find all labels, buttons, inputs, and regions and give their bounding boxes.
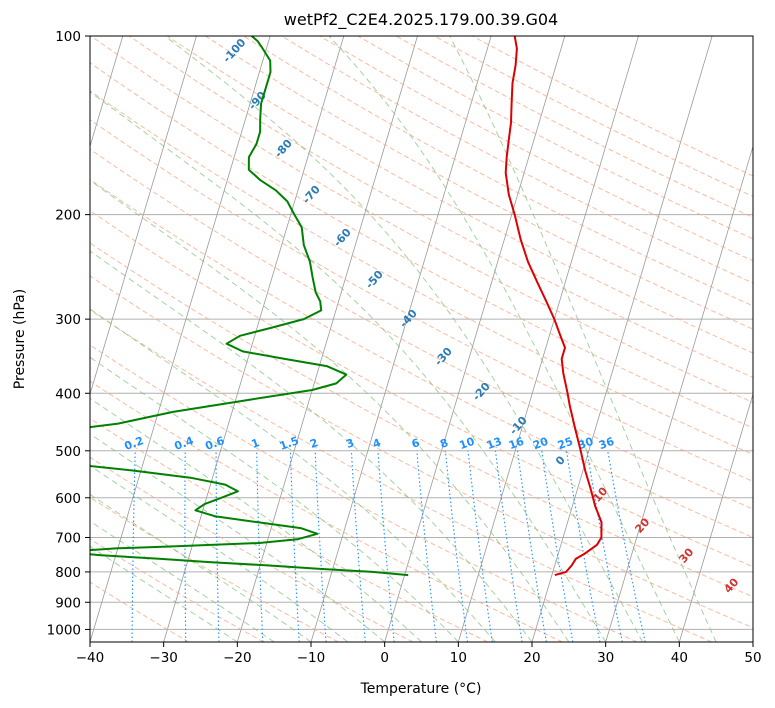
chart-title: wetPf2_C2E4.2025.179.00.39.G04 bbox=[284, 10, 558, 30]
mixing-ratio-label: 0.2 bbox=[123, 434, 146, 453]
mixing-ratio-line bbox=[314, 450, 327, 642]
x-axis: −40 −30 −20 −10 0 10 20 30 40 50 bbox=[76, 642, 762, 666]
isotherm-line bbox=[163, 36, 345, 642]
dry-adiabat-line bbox=[90, 179, 753, 539]
dry-adiabat-line bbox=[90, 148, 753, 510]
isotherm-line bbox=[236, 36, 418, 642]
x-tick-label: −10 bbox=[297, 650, 326, 666]
mixing-ratio-line bbox=[289, 450, 300, 642]
mixing-ratio-label: 25 bbox=[556, 435, 575, 452]
reference-line-labels: 0.2 0.4 0.6 1 1.5 2 3 4 6 8 10 13 16 20 25 30 36-100-90-… bbox=[123, 36, 742, 596]
mixing-ratio-line bbox=[82, 451, 89, 642]
x-tick-label: 30 bbox=[597, 650, 614, 666]
dry-adiabat-line bbox=[90, 119, 753, 482]
dry-adiabat-line bbox=[166, 36, 753, 354]
mixing-ratio-label: 20 bbox=[531, 435, 550, 453]
dry-adiabat-line bbox=[90, 275, 753, 629]
mixing-ratio-label: 0.4 bbox=[173, 434, 196, 453]
y-tick-label: 400 bbox=[55, 386, 81, 402]
y-tick-label: 600 bbox=[55, 491, 81, 507]
x-axis-label: Temperature (°C) bbox=[360, 681, 482, 697]
moist-adiabat-line bbox=[90, 308, 496, 642]
mixing-ratio-line bbox=[607, 450, 646, 642]
mixing-ratio-label: 6 bbox=[410, 436, 422, 451]
mixing-ratio-label: 10 bbox=[457, 435, 476, 453]
y-tick-label: 200 bbox=[55, 208, 81, 224]
mixing-ratio-label: 3 bbox=[344, 436, 356, 451]
x-tick-label: −30 bbox=[149, 650, 178, 666]
x-tick-label: 40 bbox=[671, 650, 688, 666]
mixing-ratio-line bbox=[444, 450, 469, 642]
dry-adiabat-line bbox=[90, 380, 563, 642]
x-tick-label: 10 bbox=[450, 650, 467, 666]
mixing-ratio-line bbox=[350, 450, 366, 642]
dry-adiabat-line bbox=[90, 456, 414, 642]
dry-adiabat-line bbox=[90, 581, 190, 642]
plot-frame bbox=[89, 35, 754, 643]
plot-area bbox=[90, 36, 753, 642]
mixing-ratio-label: 36 bbox=[597, 435, 616, 453]
moist-adiabat-line bbox=[164, 36, 643, 642]
mixing-ratio-line bbox=[377, 450, 395, 642]
y-tick-label: 800 bbox=[55, 565, 81, 581]
y-axis: 100 200 300 400 500 600 700 800 900 1000 bbox=[47, 29, 90, 638]
y-tick-label: 500 bbox=[55, 444, 81, 460]
moist-adiabat-line bbox=[328, 36, 680, 642]
isotherm-line bbox=[90, 36, 124, 148]
mixing-ratio-label: 0.6 bbox=[203, 434, 226, 453]
moist-adiabat-line bbox=[90, 465, 349, 642]
plot-background bbox=[90, 36, 753, 642]
mixing-ratio-label: 16 bbox=[507, 435, 526, 453]
y-tick-label: 900 bbox=[55, 595, 81, 611]
moist-adiabat-line bbox=[90, 250, 533, 642]
isotherm-line bbox=[531, 36, 713, 642]
dry-adiabat-line bbox=[90, 90, 753, 455]
temperature-profile bbox=[504, 36, 603, 577]
dry-adiabat-line bbox=[205, 36, 753, 330]
dry-adiabat-line bbox=[90, 242, 753, 598]
moist-adiabat-line bbox=[90, 91, 607, 642]
dry-adiabat-line bbox=[90, 538, 264, 642]
mixing-ratio-line bbox=[586, 450, 623, 642]
isotherm-line bbox=[752, 640, 753, 642]
x-tick-label: 0 bbox=[380, 650, 389, 666]
mixing-ratio-label: 4 bbox=[371, 436, 383, 451]
moist-adiabat-line bbox=[90, 433, 386, 642]
y-tick-label: 1000 bbox=[47, 622, 81, 638]
isotherm-line bbox=[678, 392, 753, 642]
mixing-ratio-label: 2 bbox=[308, 436, 320, 451]
dry-adiabat-line bbox=[90, 344, 638, 642]
y-tick-label: 100 bbox=[55, 29, 81, 45]
x-tick-label: 20 bbox=[523, 650, 540, 666]
isotherm-line bbox=[90, 36, 197, 396]
mixing-ratio-label: 30 bbox=[576, 435, 595, 453]
reference-lines bbox=[82, 36, 753, 642]
isotherm-line bbox=[384, 36, 566, 642]
mixing-ratio-line bbox=[494, 450, 523, 642]
sounding-series bbox=[90, 36, 603, 577]
mixing-ratio-line bbox=[467, 450, 493, 642]
moist-adiabat-line bbox=[90, 493, 312, 642]
dewpoint-profile bbox=[90, 36, 409, 577]
isotherm-line bbox=[457, 36, 639, 642]
mixing-ratio-label: 1 bbox=[250, 436, 262, 451]
x-tick-label: −40 bbox=[76, 650, 105, 666]
mixing-ratio-label: 13 bbox=[485, 435, 504, 452]
mixing-ratio-label: 8 bbox=[438, 436, 450, 451]
y-tick-label: 700 bbox=[55, 531, 81, 547]
mixing-ratio-line bbox=[416, 450, 437, 642]
x-tick-label: 50 bbox=[744, 650, 761, 666]
moist-adiabat-line bbox=[449, 36, 717, 642]
isotherm-line bbox=[605, 144, 753, 642]
moist-adiabat-line bbox=[90, 179, 570, 642]
x-tick-label: −20 bbox=[223, 650, 252, 666]
moist-adiabat-line bbox=[90, 397, 422, 642]
mixing-ratio-label: 1.5 bbox=[278, 434, 301, 453]
y-tick-label: 300 bbox=[55, 312, 81, 328]
dry-adiabat-line bbox=[281, 36, 753, 284]
y-axis-label: Pressure (hPa) bbox=[12, 289, 28, 389]
dry-adiabat-line bbox=[243, 36, 753, 307]
